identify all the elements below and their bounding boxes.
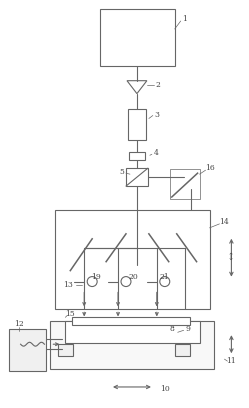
- Bar: [58, 344, 73, 356]
- Bar: [55, 210, 209, 309]
- Text: 15: 15: [65, 310, 75, 318]
- Text: ↕: ↕: [227, 253, 236, 262]
- Polygon shape: [127, 81, 147, 93]
- Text: 10: 10: [160, 385, 170, 393]
- Bar: [50, 322, 214, 369]
- Text: 2: 2: [155, 81, 160, 89]
- Circle shape: [160, 277, 170, 286]
- Text: 19: 19: [91, 273, 101, 281]
- Text: 1: 1: [182, 15, 187, 23]
- Bar: [72, 317, 190, 325]
- Bar: [126, 168, 148, 186]
- Text: 3: 3: [154, 111, 159, 118]
- Circle shape: [121, 277, 131, 286]
- Text: 11: 11: [227, 357, 236, 365]
- Bar: [9, 329, 46, 371]
- Text: 12: 12: [14, 320, 23, 328]
- Bar: [65, 322, 200, 343]
- Text: 21: 21: [160, 273, 170, 281]
- Bar: [129, 152, 145, 160]
- Bar: [170, 169, 200, 199]
- Text: 20: 20: [128, 273, 138, 281]
- Bar: [175, 344, 190, 356]
- Text: 9: 9: [185, 325, 190, 333]
- Text: 4: 4: [153, 149, 158, 157]
- Circle shape: [87, 277, 97, 286]
- Text: 16: 16: [205, 164, 214, 172]
- Text: 13: 13: [63, 281, 73, 288]
- Text: 8: 8: [169, 325, 174, 333]
- Text: 5: 5: [120, 168, 124, 176]
- Text: 14: 14: [220, 218, 229, 226]
- Bar: [128, 109, 146, 140]
- Bar: [100, 9, 175, 66]
